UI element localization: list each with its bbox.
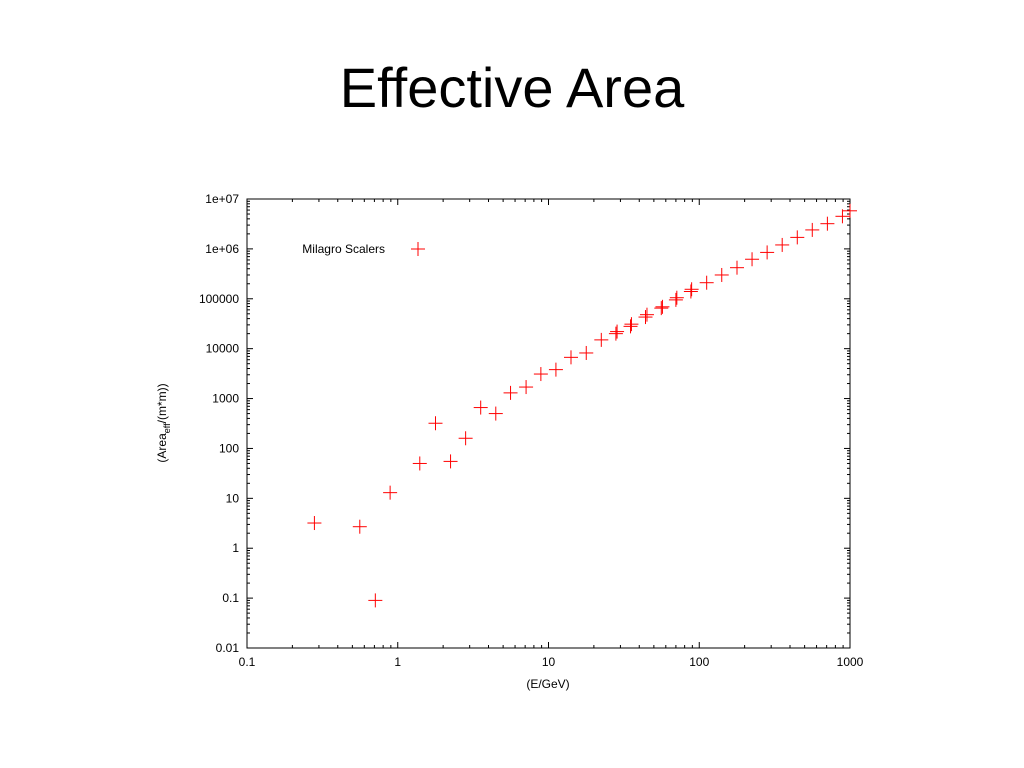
data-point xyxy=(775,237,790,252)
data-point xyxy=(623,319,638,334)
data-point xyxy=(368,593,383,608)
data-point xyxy=(730,260,745,275)
data-point xyxy=(699,275,714,290)
data-point xyxy=(805,222,820,237)
data-point xyxy=(519,380,534,395)
data-point xyxy=(745,252,760,267)
data-point xyxy=(412,456,427,471)
data-point xyxy=(638,310,653,325)
x-tick-label: 100 xyxy=(689,655,709,669)
data-point xyxy=(503,385,518,400)
y-tick-label: 100000 xyxy=(199,292,239,306)
data-point xyxy=(473,400,488,415)
y-tick-label: 1e+07 xyxy=(205,192,239,206)
y-tick-label: 1000 xyxy=(212,392,239,406)
data-point xyxy=(669,290,684,305)
x-axis: 0.1 1 10 100 1000 xyxy=(239,199,864,669)
data-point xyxy=(639,307,654,322)
data-point xyxy=(654,301,669,316)
y-axis-label-prefix: (Area xyxy=(155,433,169,463)
data-point xyxy=(548,362,563,377)
x-tick-label: 1 xyxy=(394,655,401,669)
x-tick-label: 10 xyxy=(542,655,556,669)
y-tick-label: 1 xyxy=(232,541,239,555)
data-point xyxy=(579,345,594,360)
data-point xyxy=(533,367,548,382)
data-point xyxy=(563,350,578,365)
y-axis: 0.01 0.1 1 10 100 1000 10000 100000 1e+06 1e+07 xyxy=(199,192,850,655)
data-point xyxy=(383,485,398,500)
y-axis-label-suffix: /(m*m)) xyxy=(155,383,169,423)
data-point xyxy=(428,416,443,431)
legend-marker xyxy=(411,242,425,256)
data-point xyxy=(488,406,503,421)
y-tick-label: 10 xyxy=(226,491,240,505)
y-axis-label-subscript: eff xyxy=(162,423,172,433)
data-point xyxy=(684,282,699,297)
y-tick-label: 1e+06 xyxy=(205,242,239,256)
y-tick-label: 0.1 xyxy=(222,591,239,605)
y-tick-label: 10000 xyxy=(206,342,240,356)
x-axis-label: (E/GeV) xyxy=(526,677,569,691)
data-point xyxy=(683,284,698,299)
data-point xyxy=(668,292,683,307)
slide-title: Effective Area xyxy=(339,56,685,119)
y-tick-label: 0.01 xyxy=(216,641,240,655)
data-point xyxy=(307,516,322,531)
data-point xyxy=(760,245,775,260)
data-point xyxy=(610,324,625,339)
series-milagro-scalers xyxy=(307,203,857,608)
data-point xyxy=(608,326,623,341)
data-point xyxy=(820,216,835,231)
y-tick-label: 100 xyxy=(219,441,239,455)
data-point xyxy=(624,317,639,332)
y-axis-label: (Areaeff/(m*m)) xyxy=(155,383,172,462)
data-point xyxy=(443,454,458,469)
data-point xyxy=(594,332,609,347)
legend-label: Milagro Scalers xyxy=(302,242,385,256)
x-tick-label: 1000 xyxy=(837,655,864,669)
data-point xyxy=(843,203,857,218)
data-point xyxy=(458,431,473,446)
x-tick-label: 0.1 xyxy=(239,655,256,669)
data-point xyxy=(835,209,850,224)
data-point xyxy=(655,299,670,314)
legend: Milagro Scalers xyxy=(302,242,425,256)
plot-frame xyxy=(246,198,851,649)
legend-marker-plus xyxy=(411,242,425,256)
data-point xyxy=(790,230,805,245)
data-point xyxy=(352,519,367,534)
data-point xyxy=(714,267,729,282)
